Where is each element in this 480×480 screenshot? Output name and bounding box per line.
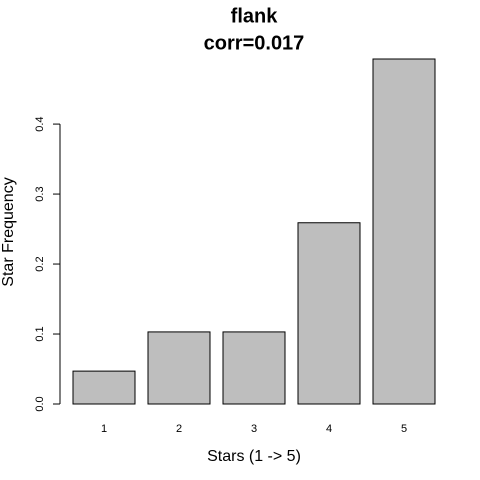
x-tick-label: 1	[101, 423, 107, 435]
bar	[72, 370, 136, 405]
x-tick-label: 5	[401, 423, 407, 435]
y-axis-title: Star Frequency	[0, 177, 17, 286]
chart-subtitle: corr=0.017	[204, 32, 305, 54]
x-axis-title: Stars (1 -> 5)	[207, 448, 301, 465]
y-tick-label: 0.0	[34, 396, 46, 411]
bar	[147, 331, 211, 405]
x-tick-label: 4	[326, 423, 332, 435]
x-tick-label: 2	[176, 423, 182, 435]
y-tick-label: 0.2	[34, 256, 46, 271]
y-tick-label: 0.1	[34, 326, 46, 341]
bar	[222, 331, 286, 405]
y-tick-label: 0.3	[34, 186, 46, 201]
y-tick-label: 0.4	[34, 116, 46, 131]
x-tick-label: 3	[251, 423, 257, 435]
bar	[297, 222, 361, 405]
bar	[372, 58, 436, 405]
chart-title: flank	[231, 5, 279, 27]
